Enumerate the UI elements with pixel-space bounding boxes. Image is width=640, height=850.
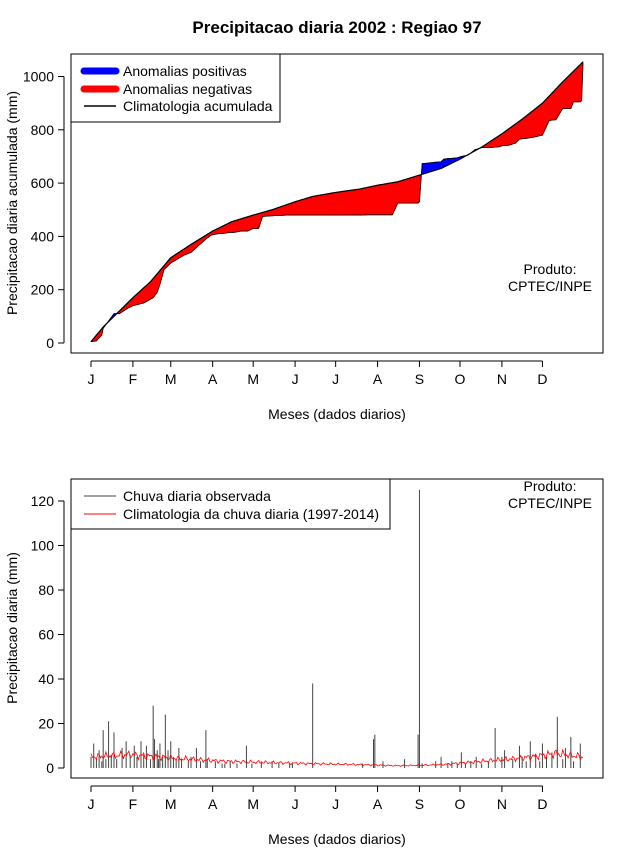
annotation-line-1: Produto: [524,261,577,277]
x-tick-label: J [332,371,339,387]
legend-label-negative: Anomalias negativas [123,81,252,97]
observed-cumulative-line [90,63,584,343]
x-tick-label: J [88,371,95,387]
legend-label-climatology: Climatologia da chuva diaria (1997-2014) [123,506,379,522]
y-tick-label: 200 [31,282,55,298]
y-tick-label: 40 [38,671,54,687]
y-tick-label: 600 [31,175,55,191]
observed-daily-bars [90,489,581,768]
y-tick-label: 0 [46,760,54,776]
x-tick-label: M [165,796,177,812]
x-tick-label: M [247,371,259,387]
x-tick-label: S [415,796,424,812]
x-tick-label: J [88,796,95,812]
page-title: Precipitacao diaria 2002 : Regiao 97 [192,18,481,37]
legend: Chuva diaria observada Climatologia da c… [70,478,391,530]
y-tick-label: 20 [38,716,54,732]
x-tick-label: F [129,371,138,387]
x-tick-label: F [129,796,138,812]
y-axis: 0 200 400 600 800 1000 [23,69,65,351]
daily-panel: 0 20 40 60 80 100 120 J F M A M J J A S O N D Meses (dado… [4,478,604,847]
x-axis-label: Meses (dados diarios) [268,406,406,422]
x-tick-label: M [165,371,177,387]
x-tick-label: N [497,796,507,812]
x-tick-label: N [497,371,507,387]
y-tick-label: 1000 [23,69,54,85]
y-tick-label: 0 [46,335,54,351]
x-tick-label: O [455,371,466,387]
annotation-line-2: CPTEC/INPE [508,278,592,294]
legend-label-positive: Anomalias positivas [123,63,247,79]
x-tick-label: S [415,371,424,387]
y-axis: 0 20 40 60 80 100 120 [31,493,65,776]
annotation-line-1: Produto: [524,478,577,494]
legend: Anomalias positivas Anomalias negativas … [70,53,281,123]
x-tick-label: J [292,796,299,812]
x-tick-label: A [373,371,383,387]
y-tick-label: 800 [31,122,55,138]
legend-box [70,478,391,530]
plot-frame [70,53,604,354]
y-axis-label: Precipitacao diaria acumulada (mm) [4,91,20,315]
y-tick-label: 100 [31,538,55,554]
x-tick-label: A [208,371,218,387]
x-tick-label: O [455,796,466,812]
x-tick-label: J [332,796,339,812]
y-tick-label: 80 [38,582,54,598]
cumulative-panel: 0 200 400 600 800 1000 J F M A M J J A S O N D Meses (da… [4,53,604,422]
x-axis-label: Meses (dados diarios) [268,831,406,847]
climatology-daily-line [90,748,584,767]
x-tick-label: M [247,796,259,812]
x-tick-label: D [537,371,547,387]
x-tick-label: A [373,796,383,812]
legend-label-climatology: Climatologia acumulada [123,98,273,114]
y-tick-label: 60 [38,627,54,643]
climatology-cumulative-line [90,61,584,343]
x-tick-label: J [292,371,299,387]
y-axis-label: Precipitacao diaria (mm) [4,552,20,704]
x-tick-label: D [537,796,547,812]
legend-label-observed: Chuva diaria observada [123,488,271,504]
y-tick-label: 400 [31,228,55,244]
y-tick-label: 120 [31,493,55,509]
x-tick-label: A [208,796,218,812]
annotation-line-2: CPTEC/INPE [508,495,592,511]
